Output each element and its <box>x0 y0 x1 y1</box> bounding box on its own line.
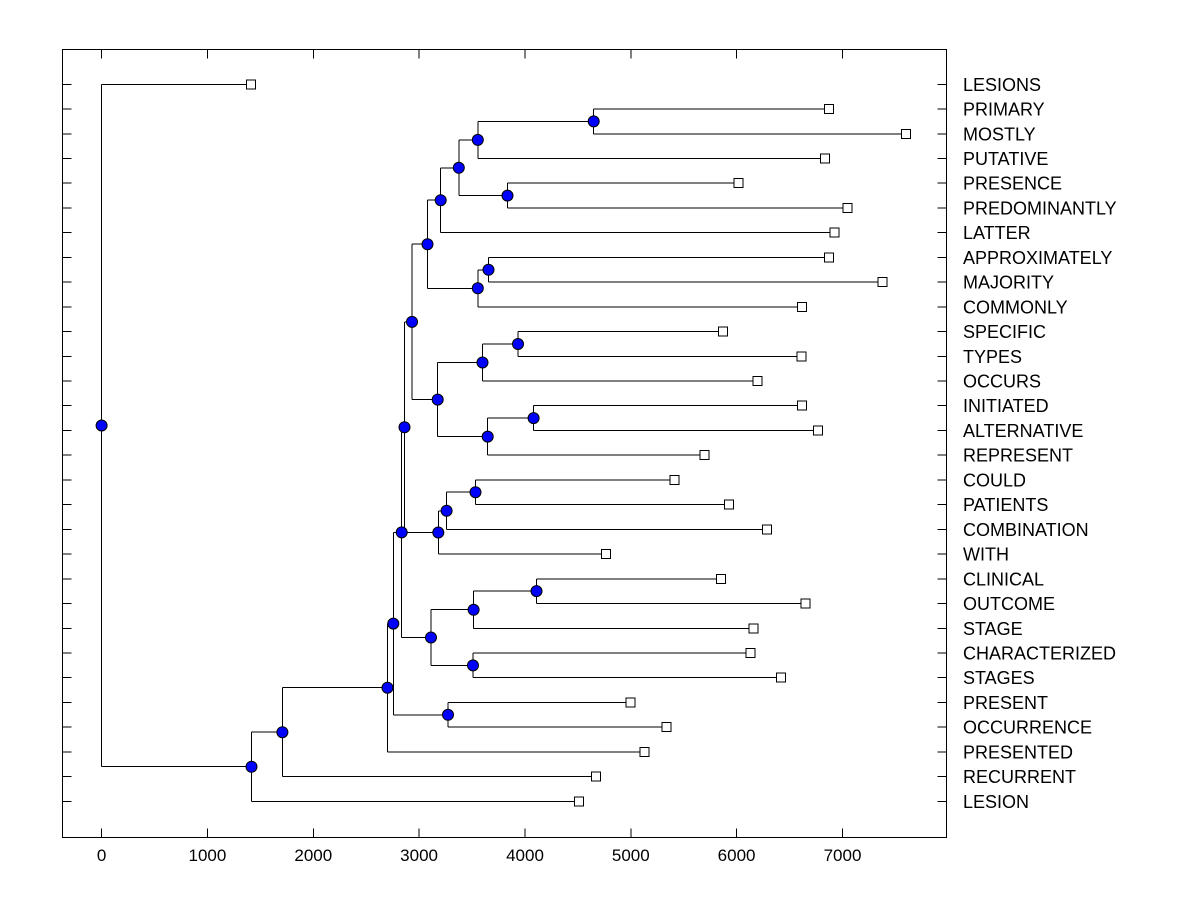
svg-text:CLINICAL: CLINICAL <box>963 569 1044 589</box>
svg-text:COMMONLY: COMMONLY <box>963 297 1068 317</box>
svg-text:CHARACTERIZED: CHARACTERIZED <box>963 644 1116 664</box>
svg-text:STAGES: STAGES <box>963 668 1035 688</box>
svg-text:PRIMARY: PRIMARY <box>963 100 1045 120</box>
svg-text:MOSTLY: MOSTLY <box>963 124 1036 144</box>
svg-text:SPECIFIC: SPECIFIC <box>963 322 1046 342</box>
svg-text:LESIONS: LESIONS <box>963 75 1041 95</box>
svg-text:3000: 3000 <box>400 846 438 865</box>
svg-text:COULD: COULD <box>963 470 1026 490</box>
svg-text:PRESENCE: PRESENCE <box>963 174 1062 194</box>
svg-text:OCCURS: OCCURS <box>963 372 1041 392</box>
svg-text:COMBINATION: COMBINATION <box>963 520 1089 540</box>
svg-text:OCCURRENCE: OCCURRENCE <box>963 718 1092 738</box>
svg-text:ALTERNATIVE: ALTERNATIVE <box>963 421 1083 441</box>
svg-text:PREDOMINANTLY: PREDOMINANTLY <box>963 198 1117 218</box>
svg-text:RECURRENT: RECURRENT <box>963 767 1076 787</box>
svg-text:7000: 7000 <box>824 846 862 865</box>
svg-text:1000: 1000 <box>188 846 226 865</box>
svg-text:MAJORITY: MAJORITY <box>963 273 1054 293</box>
svg-text:6000: 6000 <box>718 846 756 865</box>
svg-text:OUTCOME: OUTCOME <box>963 594 1055 614</box>
svg-text:0: 0 <box>97 846 106 865</box>
svg-text:2000: 2000 <box>294 846 332 865</box>
svg-text:LATTER: LATTER <box>963 223 1031 243</box>
svg-text:APPROXIMATELY: APPROXIMATELY <box>963 248 1112 268</box>
svg-text:PATIENTS: PATIENTS <box>963 495 1048 515</box>
svg-text:5000: 5000 <box>612 846 650 865</box>
svg-text:LESION: LESION <box>963 792 1029 812</box>
svg-text:REPRESENT: REPRESENT <box>963 446 1073 466</box>
svg-text:PUTATIVE: PUTATIVE <box>963 149 1048 169</box>
svg-text:4000: 4000 <box>506 846 544 865</box>
svg-text:PRESENT: PRESENT <box>963 693 1048 713</box>
svg-text:STAGE: STAGE <box>963 619 1023 639</box>
svg-text:WITH: WITH <box>963 545 1009 565</box>
svg-text:TYPES: TYPES <box>963 347 1022 367</box>
svg-text:PRESENTED: PRESENTED <box>963 742 1073 762</box>
svg-text:INITIATED: INITIATED <box>963 396 1049 416</box>
